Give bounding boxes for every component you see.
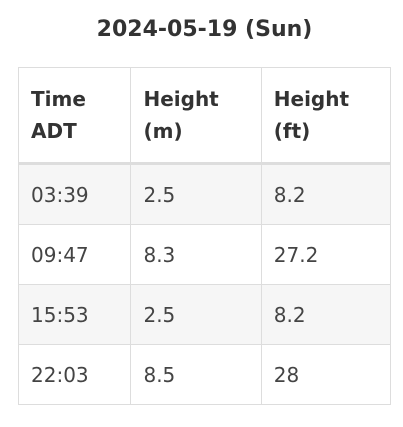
header-height-m-line-2: (m) <box>143 119 183 143</box>
header-time-line-1: Time <box>31 87 86 111</box>
page-title: 2024-05-19 (Sun) <box>96 17 313 42</box>
cell-time: 15:53 <box>17 284 132 345</box>
header-height-m: Height (m) <box>130 67 262 165</box>
cell-height-m: 2.5 <box>130 284 262 345</box>
cell-height-ft: 27.2 <box>260 224 392 285</box>
table-row: 22:03 8.5 28 <box>17 344 392 405</box>
cell-time: 03:39 <box>17 163 132 225</box>
cell-height-ft: 28 <box>260 344 392 405</box>
header-height-m-line-1: Height <box>143 87 219 111</box>
header-height-ft-line-2: (ft) <box>273 119 311 143</box>
tide-table: Time ADT Height (m) Height (ft) 03:39 2.… <box>17 67 392 405</box>
table-header-row: Time ADT Height (m) Height (ft) <box>17 67 392 165</box>
cell-height-ft: 8.2 <box>260 284 392 345</box>
cell-time: 09:47 <box>17 224 132 285</box>
table-row: 15:53 2.5 8.2 <box>17 284 392 345</box>
cell-height-ft: 8.2 <box>260 163 392 225</box>
table-row: 03:39 2.5 8.2 <box>17 163 392 225</box>
cell-height-m: 8.5 <box>130 344 262 405</box>
header-time: Time ADT <box>17 67 132 165</box>
header-height-ft: Height (ft) <box>260 67 392 165</box>
header-time-line-2: ADT <box>31 119 77 143</box>
cell-time: 22:03 <box>17 344 132 405</box>
cell-height-m: 8.3 <box>130 224 262 285</box>
cell-height-m: 2.5 <box>130 163 262 225</box>
header-height-ft-line-1: Height <box>273 87 350 111</box>
table-row: 09:47 8.3 27.2 <box>17 224 392 285</box>
